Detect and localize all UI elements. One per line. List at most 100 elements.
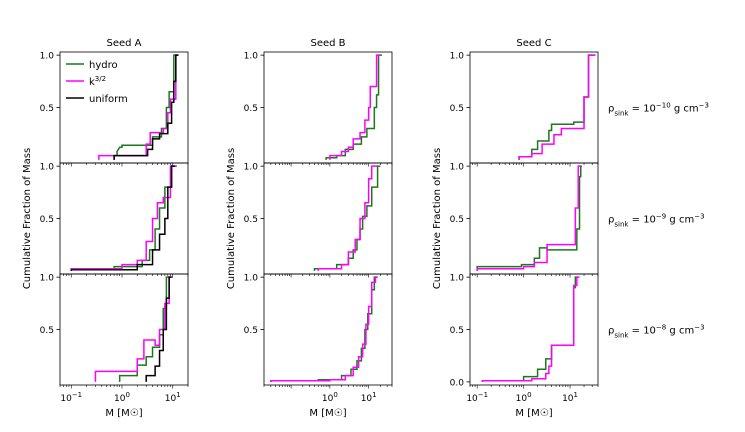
y-tick-label: 0.5 xyxy=(244,215,258,225)
row-label-exp: −8 xyxy=(656,324,666,332)
x-tick-exp: −1 xyxy=(478,391,488,399)
axes-frame xyxy=(59,162,189,275)
x-tick-base: 10 xyxy=(562,394,574,404)
x-axis-label: M [M☉] xyxy=(309,408,346,419)
row-label-sub: sink xyxy=(614,221,629,229)
row-label-symbol: ρ xyxy=(608,104,614,115)
row-label-sub: sink xyxy=(614,110,629,118)
x-tick-base: 10 xyxy=(361,394,373,404)
row-label-unit-exp: −3 xyxy=(694,324,704,332)
axes-frame xyxy=(469,273,599,386)
y-tick-label: 0.5 xyxy=(244,326,258,336)
y-tick-label: 0.5 xyxy=(40,215,54,225)
x-tick-label: 101 xyxy=(361,391,377,404)
legend-label-hydro: hydro xyxy=(89,60,118,71)
series-k32 xyxy=(317,165,378,271)
series-hydro xyxy=(476,165,582,271)
row-label-eq: = 10 xyxy=(628,215,655,226)
series-k32 xyxy=(518,54,596,160)
x-tick-exp: 1 xyxy=(574,391,578,399)
x-tick-label: 101 xyxy=(562,391,578,404)
y-tick-label: 1.0 xyxy=(40,163,55,173)
row-label-unit-exp: −3 xyxy=(694,213,704,221)
legend-text: hydro xyxy=(89,60,118,71)
row-label-unit: g cm xyxy=(666,326,694,337)
x-tick-base: 10 xyxy=(114,394,126,404)
x-tick-base: 10 xyxy=(322,394,334,404)
series-k32 xyxy=(329,54,381,160)
legend-text: k xyxy=(89,77,95,88)
row-label: ρsink = 10−9 g cm−3 xyxy=(608,213,705,229)
x-axis-label: M [M☉] xyxy=(515,408,552,419)
row-label-sub: sink xyxy=(614,332,629,340)
column-title: Seed A xyxy=(106,38,141,49)
row-label: ρsink = 10−8 g cm−3 xyxy=(608,324,705,340)
column-title: Seed C xyxy=(516,38,551,49)
legend-label-k32: k3/2 xyxy=(89,75,106,88)
y-tick-label: 1.0 xyxy=(40,274,55,284)
x-tick-label: 101 xyxy=(165,391,181,404)
x-axis-label-text: M [M☉] xyxy=(309,408,346,419)
x-tick-exp: 0 xyxy=(333,391,337,399)
subplot-1-1: 0.5 1.0 xyxy=(244,162,393,278)
y-tick-label: 0.5 xyxy=(40,326,54,336)
series-k32 xyxy=(270,276,378,382)
y-axis-label: Cumulative Fraction of Mass xyxy=(432,148,443,289)
row-label-unit: g cm xyxy=(666,215,694,226)
column-title: Seed B xyxy=(310,38,345,49)
y-tick-label: 1.0 xyxy=(450,274,465,284)
y-tick-label: 0.0 xyxy=(450,378,465,388)
x-tick-base: 10 xyxy=(165,394,177,404)
series-hydro xyxy=(113,54,179,160)
y-tick-label: 0.5 xyxy=(450,104,464,114)
legend-exp: 3/2 xyxy=(95,75,106,83)
x-tick-label: 100 xyxy=(114,391,130,404)
x-tick-base: 10 xyxy=(516,394,528,404)
axes-frame xyxy=(263,51,393,164)
y-tick-label: 0.5 xyxy=(450,215,464,225)
y-axis-label: Cumulative Fraction of Mass xyxy=(22,148,33,289)
y-tick-label: 0.5 xyxy=(450,326,464,336)
x-tick-label: 10−1 xyxy=(466,391,488,404)
y-tick-label: 1.0 xyxy=(244,274,259,284)
row-label: ρsink = 10−10 g cm−3 xyxy=(608,102,709,118)
series-hydro xyxy=(270,276,378,382)
x-tick-base: 10 xyxy=(466,394,478,404)
subplot-0-1: 0.5 1.0 xyxy=(40,162,189,278)
y-tick-label: 1.0 xyxy=(244,52,259,62)
legend-text: uniform xyxy=(89,94,128,105)
legend-label-uniform: uniform xyxy=(89,94,128,105)
x-tick-label: 100 xyxy=(322,391,338,404)
y-tick-label: 1.0 xyxy=(40,52,55,62)
legend: hydro k3/2 uniform xyxy=(66,60,128,105)
series-k32 xyxy=(70,165,177,271)
subplot-2-0: 0.5 1.0 xyxy=(450,51,599,167)
axes-frame xyxy=(263,273,393,386)
series-uniform xyxy=(70,165,175,271)
row-label-exp: −10 xyxy=(656,102,671,110)
subplot-1-0: 0.5 1.0 xyxy=(244,51,393,167)
row-label-eq: = 10 xyxy=(628,104,655,115)
axes-frame xyxy=(469,51,599,164)
x-axis-label-text: M [M☉] xyxy=(105,408,142,419)
series-k32 xyxy=(481,276,580,382)
y-tick-label: 1.0 xyxy=(244,163,259,173)
row-label-eq: = 10 xyxy=(628,326,655,337)
row-label-unit: g cm xyxy=(671,104,699,115)
x-tick-base: 10 xyxy=(60,394,72,404)
x-tick-exp: 0 xyxy=(125,391,129,399)
row-label-exp: −9 xyxy=(656,213,666,221)
series-k32 xyxy=(476,165,581,271)
y-tick-label: 0.5 xyxy=(40,104,54,114)
x-tick-exp: 0 xyxy=(527,391,531,399)
row-label-symbol: ρ xyxy=(608,215,614,226)
x-tick-label: 100 xyxy=(516,391,532,404)
y-axis-label: Cumulative Fraction of Mass xyxy=(226,148,237,289)
x-tick-exp: 1 xyxy=(176,391,180,399)
x-axis-label-text: M [M☉] xyxy=(515,408,552,419)
x-tick-label: 10−1 xyxy=(60,391,82,404)
series-k32 xyxy=(94,276,173,382)
